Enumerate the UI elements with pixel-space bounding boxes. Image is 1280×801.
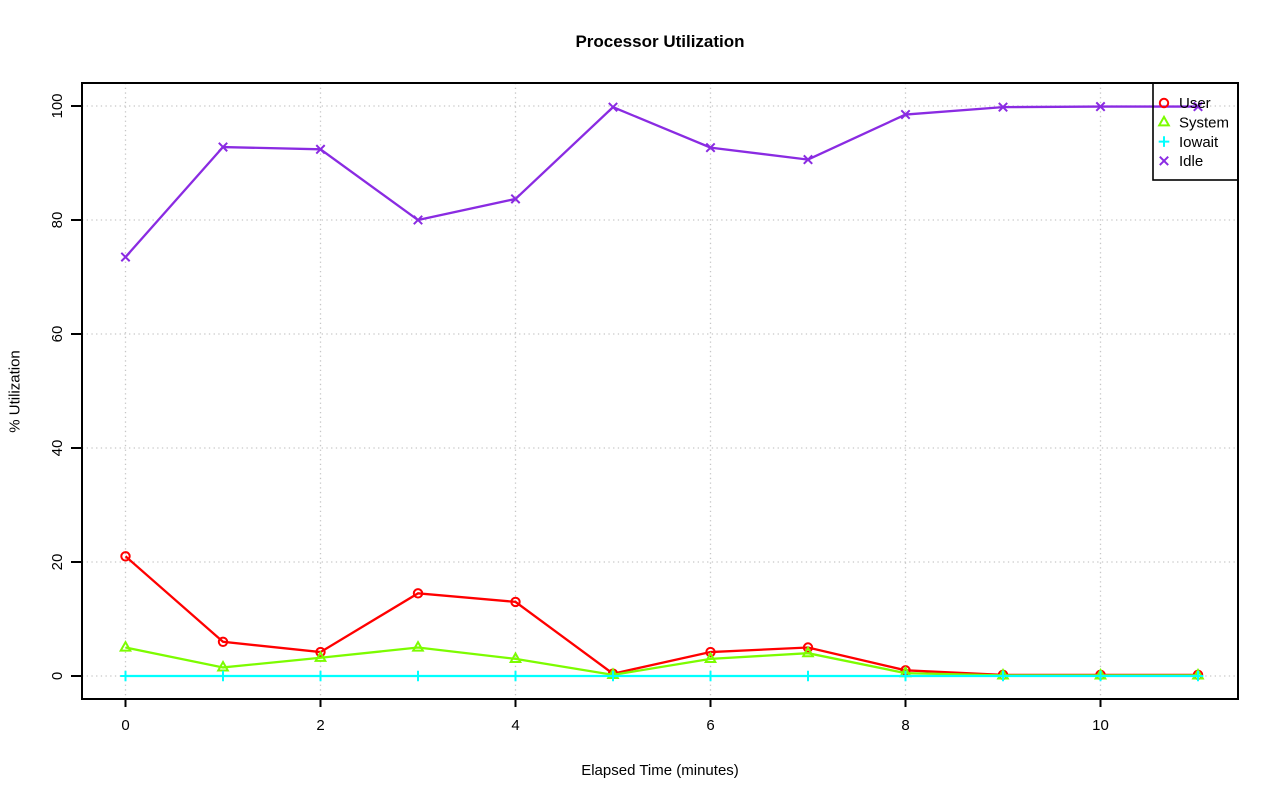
x-marker bbox=[900, 109, 911, 120]
plot-border bbox=[81, 82, 1239, 700]
legend-item-user: User bbox=[1158, 95, 1211, 112]
y-tick-label: 20 bbox=[49, 554, 66, 571]
x-tick-label: 8 bbox=[901, 717, 909, 734]
series-line-user bbox=[124, 555, 1198, 677]
x-marker bbox=[1095, 101, 1106, 112]
triangle-marker bbox=[1157, 114, 1171, 127]
plus-marker bbox=[315, 670, 326, 682]
series-line-idle bbox=[124, 105, 1198, 258]
circle-marker bbox=[412, 588, 424, 599]
x-marker bbox=[218, 142, 228, 152]
legend: User System Iowait Idle bbox=[1152, 82, 1239, 181]
x-marker bbox=[1159, 155, 1169, 166]
y-tick-label: 0 bbox=[49, 672, 66, 680]
gridlines bbox=[82, 83, 1238, 699]
legend-label: System bbox=[1179, 115, 1229, 132]
circle-marker bbox=[705, 646, 716, 658]
circle-marker bbox=[802, 642, 814, 653]
plus-marker bbox=[510, 670, 521, 682]
x-axis: 0 2 4 6 8 10 bbox=[121, 699, 1109, 734]
circle-marker bbox=[120, 551, 131, 562]
x-marker bbox=[705, 142, 716, 153]
x-marker bbox=[803, 154, 813, 165]
x-marker bbox=[413, 215, 423, 225]
y-axis: 0 20 40 60 80 100 bbox=[49, 93, 82, 680]
series-iowait bbox=[120, 670, 1204, 682]
y-tick-label: 100 bbox=[49, 93, 66, 118]
plus-marker bbox=[412, 670, 424, 682]
legend-item-iowait: Iowait bbox=[1158, 134, 1219, 151]
triangle-marker bbox=[313, 650, 328, 662]
circle-marker bbox=[217, 636, 229, 647]
x-tick-label: 0 bbox=[121, 717, 129, 734]
x-marker bbox=[608, 102, 618, 113]
x-tick-label: 6 bbox=[706, 717, 714, 734]
circle-marker bbox=[315, 646, 326, 658]
series-line-system bbox=[125, 646, 1198, 677]
x-tick-label: 10 bbox=[1092, 717, 1109, 734]
triangle-marker bbox=[508, 651, 523, 663]
plus-marker bbox=[607, 670, 619, 682]
plus-marker bbox=[1095, 670, 1106, 682]
x-tick-label: 4 bbox=[511, 717, 519, 734]
x-marker bbox=[120, 252, 131, 262]
x-marker bbox=[315, 144, 326, 155]
x-marker bbox=[1193, 101, 1203, 112]
x-axis-title: Elapsed Time (minutes) bbox=[581, 762, 739, 779]
y-tick-label: 80 bbox=[49, 212, 66, 229]
plus-marker bbox=[120, 670, 131, 682]
series-idle bbox=[120, 101, 1203, 262]
legend-label: User bbox=[1179, 95, 1211, 112]
plus-marker bbox=[997, 670, 1009, 682]
x-marker bbox=[998, 102, 1008, 113]
plus-marker bbox=[802, 670, 814, 682]
chart-title: Processor Utilization bbox=[575, 32, 745, 51]
triangle-marker bbox=[216, 660, 230, 672]
legend-box bbox=[1152, 82, 1239, 181]
triangle-marker bbox=[801, 645, 815, 658]
legend-item-idle: Idle bbox=[1159, 153, 1203, 170]
legend-item-system: System bbox=[1157, 114, 1229, 132]
x-marker bbox=[510, 194, 521, 204]
plus-marker bbox=[1158, 136, 1170, 147]
triangle-marker bbox=[703, 651, 718, 663]
legend-label: Iowait bbox=[1179, 134, 1219, 151]
plus-marker bbox=[900, 670, 911, 682]
triangle-marker bbox=[411, 640, 425, 652]
y-tick-label: 40 bbox=[49, 440, 66, 457]
plus-marker bbox=[705, 670, 716, 682]
plus-marker bbox=[1192, 670, 1204, 682]
triangle-marker bbox=[118, 640, 133, 652]
circle-marker bbox=[1158, 97, 1170, 109]
x-tick-label: 2 bbox=[316, 717, 324, 734]
circle-marker bbox=[510, 596, 521, 608]
legend-label: Idle bbox=[1179, 153, 1203, 170]
plus-marker bbox=[217, 670, 229, 682]
series-user bbox=[120, 551, 1204, 681]
y-tick-label: 60 bbox=[49, 326, 66, 343]
